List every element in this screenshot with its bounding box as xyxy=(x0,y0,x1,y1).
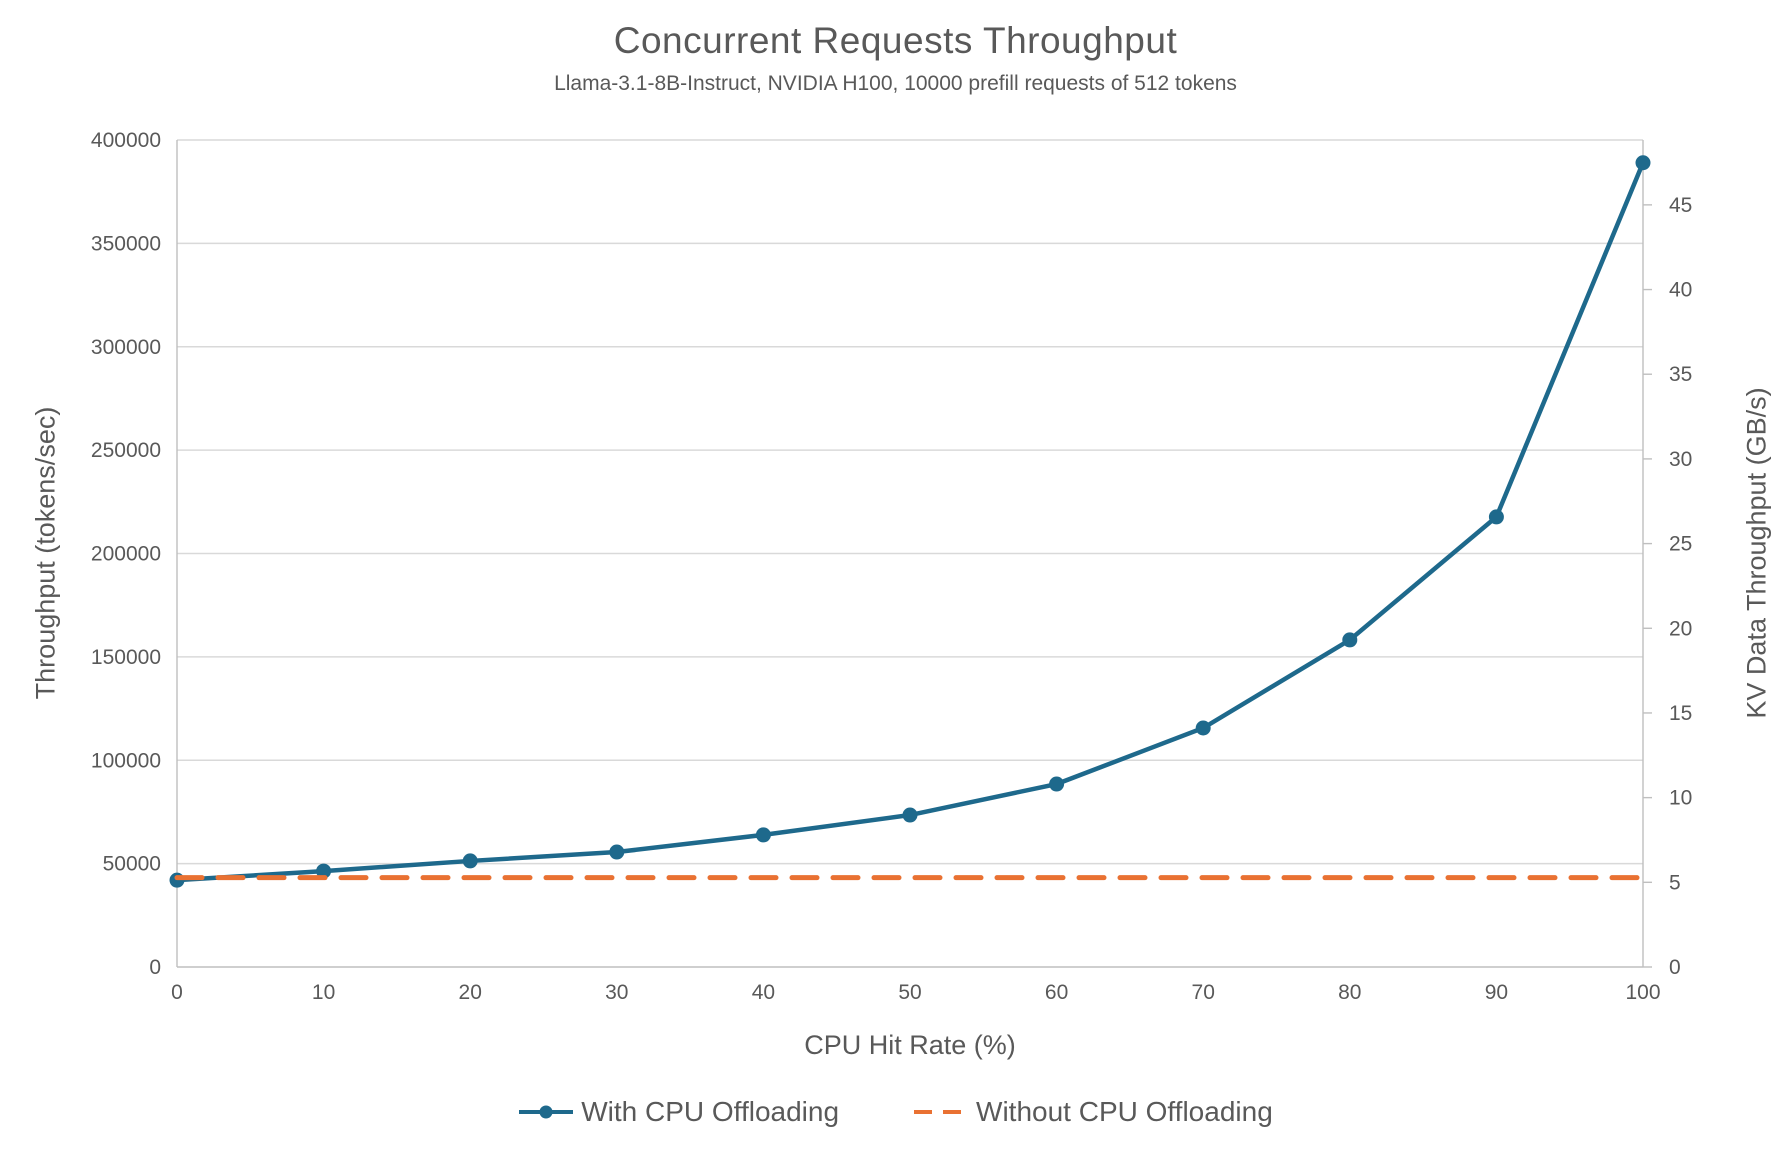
left-axis-tick-label: 250000 xyxy=(91,439,161,462)
left-axis-tick-label: 400000 xyxy=(91,129,161,152)
left-axis-tick-label: 350000 xyxy=(91,232,161,255)
legend: With CPU Offloading Without CPU Offloadi… xyxy=(0,1096,1791,1128)
dashed-line-icon xyxy=(914,1110,969,1114)
right-axis-tick-label: 35 xyxy=(1669,363,1692,386)
right-axis-tick-label: 45 xyxy=(1669,194,1692,217)
left-axis-tick-label: 200000 xyxy=(91,543,161,566)
data-point-marker xyxy=(1342,632,1358,648)
data-point-marker xyxy=(1049,776,1065,792)
y-axis-title-right: KV Data Throughput (GB/s) xyxy=(1741,387,1772,719)
left-axis-tick-label: 100000 xyxy=(91,749,161,772)
x-axis-tick-label: 100 xyxy=(1625,981,1660,1004)
right-axis-tick-label: 20 xyxy=(1669,617,1692,640)
x-axis-tick-label: 50 xyxy=(898,981,921,1004)
legend-item-without-cpu-offloading: Without CPU Offloading xyxy=(913,1096,1273,1128)
x-axis-tick-label: 0 xyxy=(171,981,183,1004)
chart-title: Concurrent Requests Throughput xyxy=(613,20,1178,61)
data-point-marker xyxy=(755,827,771,843)
x-axis-tick-label: 40 xyxy=(752,981,775,1004)
right-axis-tick-label: 0 xyxy=(1669,956,1681,979)
x-axis-tick-label: 60 xyxy=(1045,981,1068,1004)
x-axis-title: CPU Hit Rate (%) xyxy=(804,1030,1016,1060)
y-axis-title-left: Throughput (tokens/sec) xyxy=(30,406,61,700)
data-point-marker xyxy=(902,807,918,823)
legend-label: With CPU Offloading xyxy=(581,1096,840,1127)
left-axis-tick-label: 50000 xyxy=(103,853,161,876)
left-axis-tick-label: 150000 xyxy=(91,646,161,669)
x-axis-tick-label: 90 xyxy=(1485,981,1508,1004)
x-axis-tick-label: 10 xyxy=(312,981,335,1004)
x-axis-tick-label: 80 xyxy=(1338,981,1361,1004)
data-point-marker xyxy=(609,844,625,860)
right-axis-tick-label: 10 xyxy=(1669,787,1692,810)
right-axis-tick-label: 40 xyxy=(1669,279,1692,302)
right-axis-tick-label: 30 xyxy=(1669,448,1692,471)
right-axis-tick-label: 15 xyxy=(1669,702,1692,725)
legend-item-with-cpu-offloading: With CPU Offloading xyxy=(518,1096,839,1128)
data-point-marker xyxy=(462,853,478,869)
x-axis-tick-label: 70 xyxy=(1192,981,1215,1004)
x-axis-tick-label: 30 xyxy=(605,981,628,1004)
line-with-marker-icon xyxy=(519,1105,574,1119)
legend-label: Without CPU Offloading xyxy=(976,1096,1273,1127)
x-axis-tick-label: 20 xyxy=(459,981,482,1004)
data-point-marker xyxy=(1195,720,1211,736)
left-axis-tick-label: 0 xyxy=(149,956,161,979)
right-axis-tick-label: 25 xyxy=(1669,533,1692,556)
data-point-marker xyxy=(1635,155,1651,171)
left-axis-tick-label: 300000 xyxy=(91,336,161,359)
right-axis-tick-label: 5 xyxy=(1669,871,1681,894)
data-point-marker xyxy=(1488,509,1504,525)
data-point-marker xyxy=(316,863,332,879)
series-line-1 xyxy=(174,160,1646,883)
chart-subtitle: Llama-3.1-8B-Instruct, NVIDIA H100, 1000… xyxy=(554,72,1237,95)
